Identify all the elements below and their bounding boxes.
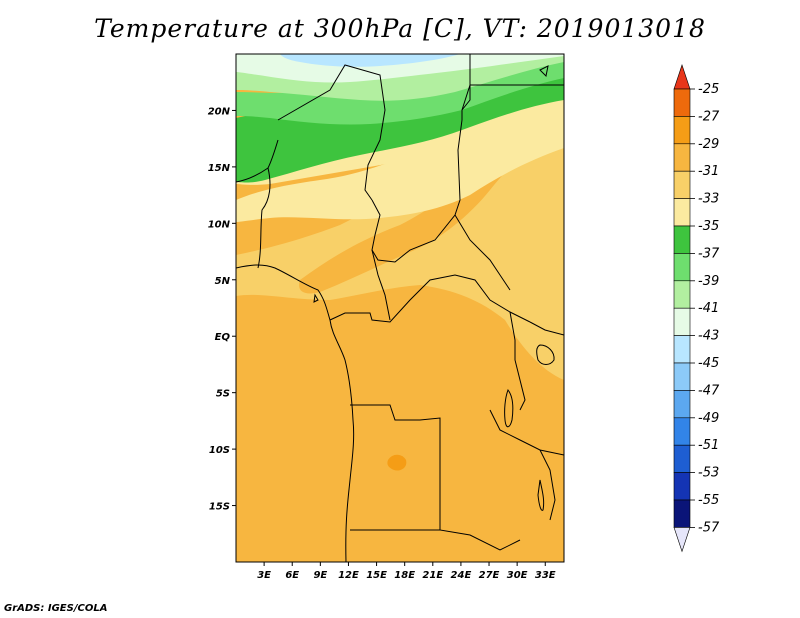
lat-tick-label: 10N [208, 219, 231, 230]
temperature-field [236, 54, 564, 562]
lake-3 [537, 479, 545, 511]
colorbar-top-arrow [673, 64, 691, 90]
colorbar-swatch [673, 362, 691, 391]
border-4 [461, 84, 564, 111]
border-15 [539, 449, 556, 521]
colorbar-label: -41 [698, 301, 719, 316]
colorbar-swatch [673, 116, 691, 145]
plot-frame [235, 53, 565, 563]
island-2 [539, 65, 549, 78]
colorbar-label: -25 [698, 82, 719, 97]
island-1 [313, 293, 319, 303]
colorbar-swatch [673, 444, 691, 473]
colorbar-swatch [673, 170, 691, 199]
border-3 [371, 54, 471, 263]
border-13 [509, 311, 526, 411]
colorbar-label: -27 [698, 109, 720, 124]
colorbar-label: -37 [698, 246, 720, 261]
colorbar-swatch [673, 472, 691, 501]
colorbar-swatch [673, 335, 691, 364]
border-10 [439, 480, 521, 551]
border-14 [529, 321, 564, 336]
lat-tick-label: 15N [208, 163, 231, 174]
colorbar-label: -33 [698, 192, 719, 207]
colorbar-swatch [673, 225, 691, 254]
colorbar: -25 -27 -29 -31 -33 -35 -37 -39 -41 -43 -45 -47 -49 -… [673, 64, 720, 553]
border-2 [277, 64, 386, 201]
country-borders [236, 54, 564, 562]
colorbar-label: -31 [698, 164, 719, 179]
lon-tick-label: 12E [338, 570, 359, 581]
lon-tick-label: 6E [285, 570, 299, 581]
band-m27-spot [387, 454, 407, 471]
colorbar-bottom-arrow [673, 527, 691, 553]
lon-tick-label: 27E [479, 570, 500, 581]
colorbar-label: -53 [698, 466, 719, 481]
lake-2 [536, 344, 555, 365]
lake-1 [504, 388, 514, 428]
longitude-axis: 3E 6E 9E 12E 15E 18E 21E 24E 27E 30E 33E [257, 562, 556, 581]
border-7 [371, 249, 391, 321]
border-6 [329, 274, 531, 323]
latitude-axis: 20N 15N 10N 5N EQ 5S 10S 15S [208, 106, 236, 513]
colorbar-label: -47 [698, 383, 720, 398]
colorbar-swatch [673, 417, 691, 446]
border-8 [454, 214, 511, 291]
colorbar-label: -29 [698, 137, 719, 152]
colorbar-swatch [673, 253, 691, 282]
lon-tick-label: 15E [366, 570, 387, 581]
grads-credit: GrADS: IGES/COLA [4, 603, 108, 614]
lat-tick-label: 5S [216, 389, 230, 400]
colorbar-label: -43 [698, 329, 719, 344]
colorbar-swatch [673, 198, 691, 227]
map-title: Temperature at 300hPa [C], VT: 201901301… [94, 14, 706, 43]
colorbar-swatch [673, 499, 691, 528]
lon-tick-label: 18E [394, 570, 415, 581]
lon-tick-label: 3E [257, 570, 271, 581]
colorbar-label: -51 [698, 438, 719, 453]
lat-tick-label: 20N [208, 106, 231, 117]
colorbar-label: -49 [698, 411, 719, 426]
lat-tick-label: 10S [209, 445, 230, 456]
colorbar-label: -45 [698, 356, 719, 371]
colorbar-swatch [673, 390, 691, 419]
colorbar-label: -39 [698, 274, 719, 289]
colorbar-label: -57 [698, 520, 720, 535]
lon-tick-label: 9E [313, 570, 327, 581]
lon-tick-label: 21E [422, 570, 443, 581]
colorbar-swatch [673, 143, 691, 172]
colorbar-swatch [673, 88, 691, 117]
colorbar-swatch [673, 307, 691, 336]
colorbar-label: -55 [698, 493, 719, 508]
border-12 [489, 409, 564, 456]
border-9 [350, 404, 441, 480]
lon-tick-label: 33E [535, 570, 556, 581]
lon-tick-label: 30E [507, 570, 528, 581]
lat-tick-label: 5N [215, 276, 231, 287]
lon-tick-label: 24E [451, 570, 472, 581]
border-5 [257, 167, 271, 269]
colorbar-swatch [673, 280, 691, 309]
colorbar-label: -35 [698, 219, 719, 234]
coastline [236, 264, 355, 562]
lat-tick-label: 15S [209, 502, 230, 513]
lat-tick-label: EQ [215, 332, 231, 343]
band-m45 [280, 54, 460, 67]
